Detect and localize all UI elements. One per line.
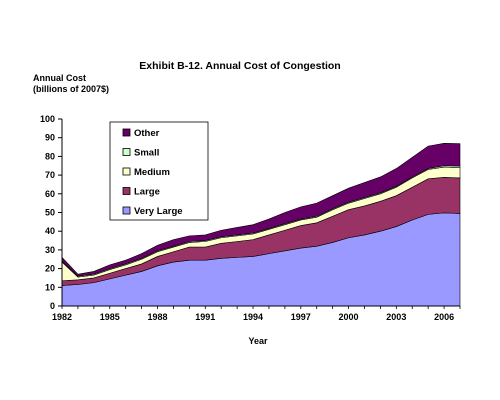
x-tick-label: 1985 xyxy=(100,312,120,322)
x-tick-label: 1988 xyxy=(148,312,168,322)
legend-swatch-other xyxy=(122,128,131,137)
y-tick-label: 20 xyxy=(45,264,55,274)
legend: Other Small Medium Large Very Large xyxy=(109,121,209,221)
axes-group: 0 10 20 30 40 50 60 70 80 90 100 1982 1985 1988 1991 19… xyxy=(40,114,461,322)
area-other xyxy=(61,143,461,277)
legend-swatch-large xyxy=(122,187,131,195)
legend-label-large: Large xyxy=(134,187,160,198)
x-tick-label: 1994 xyxy=(243,312,263,322)
y-tick-label: 10 xyxy=(45,282,55,292)
legend-label-small: Small xyxy=(134,148,159,159)
y-axis-label-line1: Annual Cost xyxy=(33,73,86,83)
legend-swatch-small xyxy=(122,148,131,156)
y-tick-label: 90 xyxy=(45,133,55,143)
legend-label-medium: Medium xyxy=(134,167,170,178)
y-tick-label: 60 xyxy=(45,189,55,199)
chart-title: Exhibit B-12. Annual Cost of Congestion xyxy=(139,60,340,72)
legend-swatch-medium xyxy=(122,167,131,176)
legend-label-other: Other xyxy=(134,128,160,139)
legend-label-very-large: Very Large xyxy=(134,206,183,217)
y-tick-label: 40 xyxy=(45,226,55,236)
x-tick-label: 1991 xyxy=(195,312,215,322)
y-tick-label: 0 xyxy=(50,301,55,311)
y-axis-label-line2: (billions of 2007$) xyxy=(33,84,109,94)
x-tick-label: 1997 xyxy=(291,312,311,322)
x-tick-label: 2003 xyxy=(386,312,406,322)
area-series-group xyxy=(61,143,461,307)
y-tick-label: 70 xyxy=(45,170,55,180)
x-tick-label: 2000 xyxy=(339,312,359,322)
y-tick-label: 100 xyxy=(40,114,55,124)
legend-swatch-very-large xyxy=(122,206,131,215)
x-axis-label: Year xyxy=(248,336,268,346)
y-tick-label: 80 xyxy=(45,151,55,161)
x-tick-label: 1982 xyxy=(52,312,72,322)
y-tick-label: 50 xyxy=(45,208,55,218)
x-tick-label: 2006 xyxy=(434,312,454,322)
y-tick-label: 30 xyxy=(45,245,55,255)
